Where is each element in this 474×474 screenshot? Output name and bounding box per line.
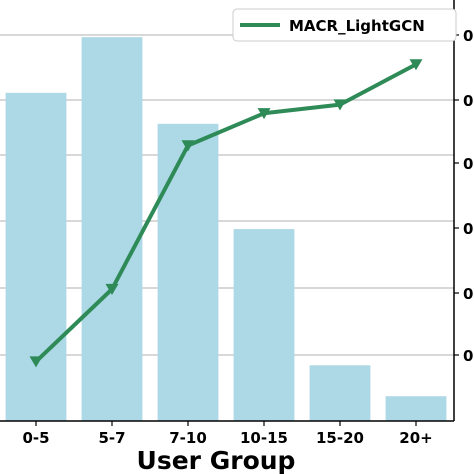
bar — [5, 92, 67, 421]
right-tick-label: 0 — [463, 27, 473, 45]
series-line — [34, 62, 417, 364]
series-point — [333, 99, 347, 111]
x-tick-label: 0-5 — [22, 429, 49, 447]
right-tick-label: 0 — [463, 285, 473, 303]
right-tick-label: 0 — [463, 92, 473, 110]
legend: MACR_LightGCN — [232, 8, 457, 42]
x-tick-label: 7-10 — [169, 429, 207, 447]
series-point — [257, 108, 271, 120]
series-point — [105, 283, 119, 295]
bar — [81, 37, 143, 421]
right-tick-label: 0 — [463, 220, 473, 238]
line-series — [29, 59, 423, 368]
right-tick-labels: 0 0 0 0 0 0 — [454, 27, 473, 365]
series-point — [29, 356, 43, 368]
bar-series — [5, 37, 447, 421]
bar — [157, 123, 219, 421]
x-tick-label: 20+ — [399, 429, 432, 447]
bar — [385, 396, 447, 421]
grid-lines — [0, 34, 454, 422]
right-tick-label: 0 — [463, 155, 473, 173]
bar — [233, 229, 295, 421]
legend-box — [232, 8, 457, 42]
series-point — [409, 59, 423, 71]
series-point — [181, 140, 195, 152]
x-axis-label: User Group — [137, 446, 296, 474]
axes — [0, 0, 455, 422]
x-tick-labels: 0-5 5-7 7-10 10-15 15-20 20+ — [22, 421, 433, 447]
right-tick-label: 0 — [463, 347, 473, 365]
x-tick-label: 10-15 — [240, 429, 288, 447]
x-tick-label: 15-20 — [316, 429, 364, 447]
legend-label: MACR_LightGCN — [289, 17, 425, 35]
x-tick-label: 5-7 — [98, 429, 125, 447]
bar — [309, 365, 371, 421]
